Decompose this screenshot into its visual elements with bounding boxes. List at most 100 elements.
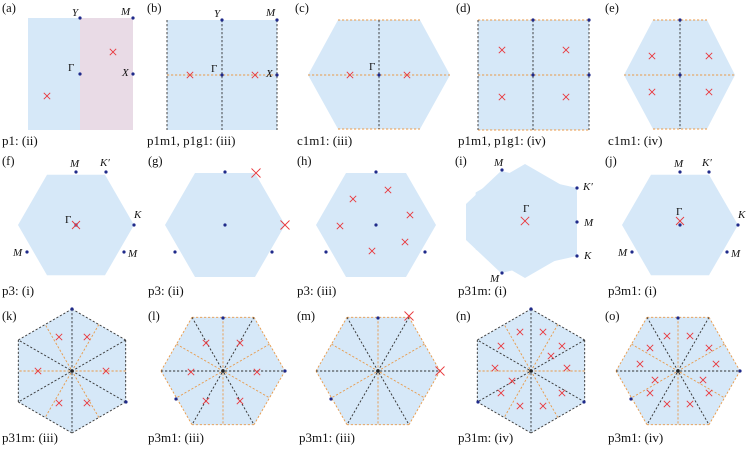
wannier-center-marker xyxy=(55,333,63,341)
high-symmetry-point xyxy=(173,250,177,254)
point-label-M: M xyxy=(493,157,504,169)
wannier-center-marker xyxy=(686,332,694,340)
panel-caption: p1m1, p1g1: (iv) xyxy=(458,133,546,148)
wannier-center-marker xyxy=(186,71,194,79)
panel-label: (o) xyxy=(605,309,620,323)
panel-label: (f) xyxy=(2,154,15,168)
high-symmetry-point xyxy=(738,369,742,373)
high-symmetry-point xyxy=(736,223,740,227)
high-symmetry-point xyxy=(575,186,579,190)
point-label-Kprime: K′ xyxy=(582,181,593,193)
point-label-M: M xyxy=(617,247,628,259)
wannier-center-marker xyxy=(336,222,344,230)
panel-e: (e) c1m1: (iv) xyxy=(605,1,735,148)
high-symmetry-point xyxy=(725,250,729,254)
point-label-M: M xyxy=(120,6,131,18)
point-label-X: X xyxy=(265,68,274,80)
wannier-center-marker xyxy=(403,71,411,79)
point-label-Gamma: Γ xyxy=(65,214,71,226)
high-symmetry-point xyxy=(374,223,378,227)
wannier-center-marker xyxy=(435,366,445,376)
high-symmetry-point xyxy=(500,168,504,172)
panel-label: (e) xyxy=(605,1,619,15)
high-symmetry-point xyxy=(70,307,74,311)
panel-caption: c1m1: (iii) xyxy=(297,133,352,148)
wannier-center-marker xyxy=(516,328,524,336)
high-symmetry-point xyxy=(376,316,380,320)
high-symmetry-point xyxy=(630,250,634,254)
point-label-Y: Y xyxy=(72,7,80,19)
panel-m: (m) p3m1: (iii) xyxy=(297,309,445,445)
panel-h: (h) p3: (iii) xyxy=(297,154,436,298)
wannier-center-marker xyxy=(562,93,570,101)
panel-label: (g) xyxy=(148,154,163,168)
wannier-center-marker xyxy=(236,339,244,347)
point-label-Gamma: Γ xyxy=(211,63,217,75)
wannier-center-marker xyxy=(663,400,671,408)
point-label-Y: Y xyxy=(214,8,222,20)
wannier-center-marker xyxy=(404,311,414,321)
wannier-center-marker xyxy=(498,46,506,54)
wannier-center-marker xyxy=(563,364,571,372)
high-symmetry-point xyxy=(78,16,82,20)
wannier-center-marker xyxy=(251,168,261,178)
high-symmetry-point xyxy=(174,397,178,401)
wannier-center-marker xyxy=(43,92,51,100)
panel-l: (l) p3m1: (iii) xyxy=(148,309,287,445)
wannier-center-marker xyxy=(236,397,244,405)
wannier-center-marker xyxy=(558,342,566,350)
panel-label: (d) xyxy=(456,1,471,15)
point-label-Kprime: K′ xyxy=(701,157,712,169)
wannier-center-marker xyxy=(705,389,713,397)
panel-label: (a) xyxy=(2,1,16,15)
high-symmetry-point xyxy=(531,18,535,22)
high-symmetry-point xyxy=(223,223,227,227)
point-label-K: K xyxy=(583,250,592,262)
point-label-M: M xyxy=(12,247,23,259)
M-point xyxy=(74,170,78,174)
wannier-center-marker xyxy=(705,52,713,60)
panel-label: (h) xyxy=(297,154,312,168)
high-symmetry-point xyxy=(275,18,279,22)
point-label-Gamma: Γ xyxy=(68,62,74,74)
high-symmetry-point xyxy=(223,170,227,174)
point-label-M: M xyxy=(730,248,741,260)
point-label-M: M xyxy=(127,248,138,260)
high-symmetry-point xyxy=(678,73,682,77)
high-symmetry-point xyxy=(629,397,633,401)
wannier-center-marker xyxy=(253,368,261,376)
Gamma-point xyxy=(376,369,380,373)
point-label-Gamma: Γ xyxy=(523,203,529,215)
panel-label: (n) xyxy=(456,309,471,323)
high-symmetry-point xyxy=(221,316,225,320)
wannier-center-marker xyxy=(346,71,354,79)
panel-caption: p3m1: (iv) xyxy=(608,430,663,445)
high-symmetry-point xyxy=(131,16,135,20)
wannier-center-marker xyxy=(648,88,656,96)
high-symmetry-point xyxy=(283,369,287,373)
high-symmetry-point xyxy=(220,18,224,22)
Gamma-point xyxy=(529,369,533,373)
high-symmetry-point xyxy=(678,170,682,174)
high-symmetry-point xyxy=(78,72,82,76)
wannier-center-marker xyxy=(646,344,654,352)
point-label-Gamma: Γ xyxy=(369,61,375,73)
high-symmetry-point xyxy=(270,250,274,254)
Gamma-point xyxy=(70,369,74,373)
wannier-center-marker xyxy=(109,48,117,56)
panel-f: (f) p3: (i) M K′ K M M Γ xyxy=(2,154,142,298)
wannier-center-marker xyxy=(102,367,110,375)
wannier-center-marker xyxy=(202,339,210,347)
point-label-M: M xyxy=(583,217,594,229)
wannier-center-marker xyxy=(406,211,414,219)
wannier-center-marker xyxy=(675,216,685,226)
high-symmetry-point xyxy=(122,250,126,254)
brillouin-zone-left xyxy=(28,18,80,130)
wannier-center-marker xyxy=(251,71,259,79)
wannier-center-marker xyxy=(547,352,555,360)
high-symmetry-point xyxy=(707,170,711,174)
high-symmetry-point xyxy=(678,18,682,22)
high-symmetry-point xyxy=(575,254,579,258)
